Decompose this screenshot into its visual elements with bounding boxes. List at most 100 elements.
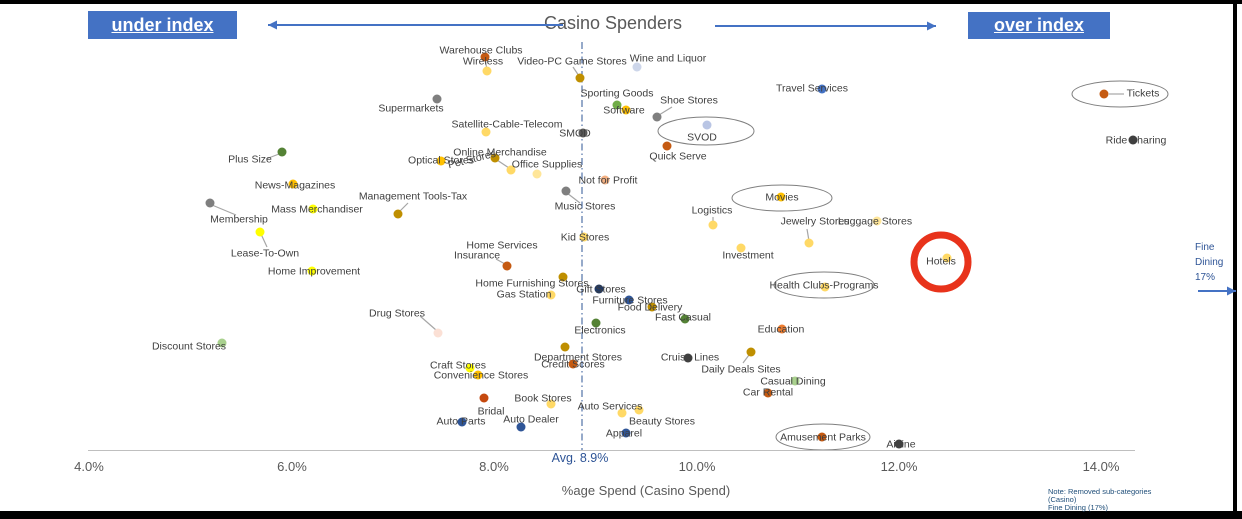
point-optical-stores xyxy=(436,156,446,166)
point-satellite-cable-telecom xyxy=(481,127,491,137)
point-auto-services xyxy=(617,408,627,418)
point-label-online-merchandise: Online Merchandise xyxy=(453,146,547,159)
x-tick-10.0%: 10.0% xyxy=(678,459,716,474)
point-label-video-pc-game-stores: Video-PC Game Stores xyxy=(517,55,627,68)
point-hotels xyxy=(942,253,952,263)
point-home-furnishing-stores xyxy=(558,272,568,282)
point-label-airline: Airline xyxy=(886,438,916,451)
point-kid-stores xyxy=(579,232,589,242)
point-ride-sharing xyxy=(1128,135,1138,145)
footnote-line: Note: Removed sub-categories xyxy=(1048,487,1152,496)
point-warehouse-clubs xyxy=(480,52,490,62)
x-tick-4.0%: 4.0% xyxy=(74,459,104,474)
leader-plus-size xyxy=(265,153,280,160)
fine-dining-annotation: Fine Dining 17% xyxy=(1195,240,1223,285)
point-online-merchandise xyxy=(506,165,516,175)
point-label-home-furnishing-stores: Home Furnishing Stores xyxy=(475,277,589,290)
point-label-gas-station: Gas Station xyxy=(496,288,552,301)
point-label-credit-scores: Credit Scores xyxy=(541,358,605,371)
point-movies xyxy=(776,192,786,202)
point-auto-parts xyxy=(457,417,467,427)
point-travel-services xyxy=(817,84,827,94)
point-not-for-profit xyxy=(600,175,610,185)
point-label-food-delivery: Food Delivery xyxy=(617,301,683,314)
point-wine-and-liquor xyxy=(632,62,642,72)
point-label-tickets: Tickets xyxy=(1126,87,1160,100)
point-video-pc-game-stores xyxy=(575,73,585,83)
point-label-home-improvement: Home Improvement xyxy=(267,265,361,278)
point-label-software: Software xyxy=(603,104,645,117)
x-tick-12.0%: 12.0% xyxy=(880,459,918,474)
point-smod xyxy=(578,128,588,138)
point-membership xyxy=(205,198,215,208)
point-insurance xyxy=(502,261,512,271)
point-label-ride-sharing: Ride Sharing xyxy=(1105,134,1167,147)
point-label-convenience-stores: Convenience Stores xyxy=(433,369,529,382)
svod-ellipse xyxy=(657,116,755,146)
point-label-kid-stores: Kid Stores xyxy=(560,231,610,244)
point-management-tools-tax xyxy=(393,209,403,219)
point-electronics xyxy=(591,318,601,328)
point-label-department-stores: Department Stores xyxy=(533,351,623,364)
point-label-investment: Investment xyxy=(722,249,774,262)
footnote-line: Fine Dining (17%) xyxy=(1048,503,1109,512)
point-bridal xyxy=(479,393,489,403)
point-label-not-for-profit: Not for Profit xyxy=(578,174,638,187)
point-cruise-lines xyxy=(683,353,693,363)
point-label-supermarkets: Supermarkets xyxy=(378,102,444,115)
under-index-arrow-head xyxy=(268,20,277,30)
point-label-jewelry-stores: Jewelry Stores xyxy=(780,215,850,228)
point-label-luggage-stores: Luggage Stores xyxy=(837,215,913,228)
point-label-svod: SVOD xyxy=(687,131,717,144)
point-label-discount-stores: Discount Stores xyxy=(151,340,227,353)
point-health-clubs-programs xyxy=(820,282,830,292)
leader-membership xyxy=(211,204,237,216)
point-label-home-services: Home Services xyxy=(466,239,538,252)
point-music-stores xyxy=(561,186,571,196)
leader-shoe-stores xyxy=(658,106,673,116)
point-label-office-supplies: Office Supplies xyxy=(511,158,583,171)
point-lease-to-own xyxy=(255,227,265,237)
footnote-line: (Casino) xyxy=(1048,495,1077,504)
point-home-improvement xyxy=(307,266,317,276)
point-credit-scores xyxy=(568,359,578,369)
leader-daily-deals-sites xyxy=(742,354,750,364)
bottom-border xyxy=(0,511,1242,519)
leader-drug-stores xyxy=(419,315,437,331)
point-label-car-rental: Car Rental xyxy=(742,386,794,399)
point-office-supplies xyxy=(532,169,542,179)
point-label-lease-to-own: Lease-To-Own xyxy=(230,247,300,260)
point-label-gift-stores: Gift Stores xyxy=(576,283,626,296)
point-label-sporting-goods: Sporting Goods xyxy=(580,87,654,100)
point-label-book-stores: Book Stores xyxy=(514,392,572,405)
fine-dining-line: Fine xyxy=(1195,242,1215,253)
point-label-hotels: Hotels xyxy=(926,255,956,268)
point-drug-stores xyxy=(433,328,443,338)
average-spend-label: Avg. 8.9% xyxy=(551,451,609,465)
point-label-auto-dealer: Auto Dealer xyxy=(503,413,559,426)
point-beauty-stores xyxy=(634,405,644,415)
x-tick-8.0%: 8.0% xyxy=(479,459,509,474)
point-jewelry-stores xyxy=(804,238,814,248)
point-shoe-stores xyxy=(652,112,662,122)
point-wireless xyxy=(482,66,492,76)
point-investment xyxy=(736,243,746,253)
point-tickets xyxy=(1099,89,1109,99)
x-axis-title: %age Spend (Casino Spend) xyxy=(561,483,731,498)
point-car-rental xyxy=(763,388,773,398)
point-pet-stores xyxy=(490,153,500,163)
point-label-membership: Membership xyxy=(210,213,268,226)
point-news-magazines xyxy=(288,179,298,189)
top-border xyxy=(0,0,1242,4)
point-label-bridal: Bridal xyxy=(477,405,505,418)
point-supermarkets xyxy=(432,94,442,104)
leader-music-stores xyxy=(566,192,581,204)
x-tick-14.0%: 14.0% xyxy=(1082,459,1120,474)
point-label-auto-services: Auto Services xyxy=(577,400,643,413)
point-craft-stores xyxy=(465,363,475,373)
point-label-movies: Movies xyxy=(765,191,799,204)
over-index-arrow-head xyxy=(927,21,936,31)
point-software xyxy=(621,105,631,115)
